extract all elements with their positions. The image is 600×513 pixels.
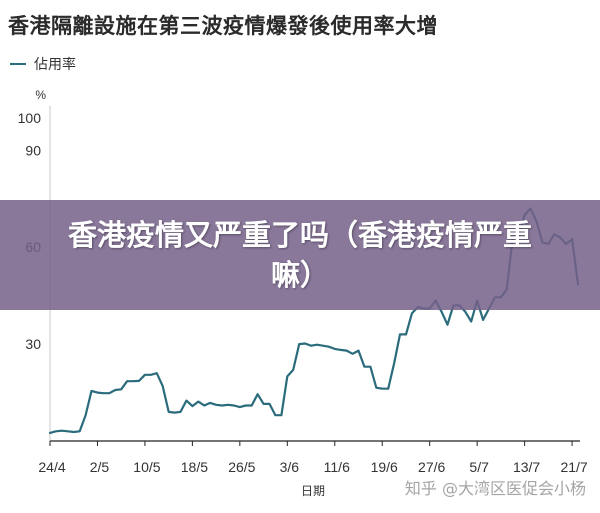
legend-swatch — [10, 63, 26, 65]
y-tick-label: 30 — [25, 336, 41, 352]
watermark: 知乎 @大湾区医促会小杨 — [404, 479, 586, 498]
chart-legend: 佔用率 — [10, 54, 76, 74]
y-tick-label: 100 — [18, 110, 42, 126]
x-tick-label: 24/4 — [38, 459, 65, 475]
x-tick-label: 10/5 — [133, 459, 160, 475]
x-tick-label: 3/6 — [280, 459, 300, 475]
title-overlay-banner: 香港疫情又严重了吗（香港疫情严重嘛） — [0, 200, 600, 310]
x-tick-label: 18/5 — [181, 459, 208, 475]
x-axis-label: 日期 — [301, 484, 325, 498]
x-tick-label: 26/5 — [228, 459, 255, 475]
overlay-text: 香港疫情又严重了吗（香港疫情严重嘛） — [67, 218, 532, 292]
y-tick-label: 90 — [25, 142, 41, 158]
x-tick-label: 13/7 — [513, 459, 540, 475]
x-tick-label: 5/7 — [469, 459, 489, 475]
x-tick-label: 11/6 — [324, 459, 350, 475]
y-axis-unit: % — [35, 88, 46, 102]
x-tick-label: 21/7 — [560, 459, 587, 475]
x-tick-label: 2/5 — [90, 459, 110, 475]
legend-label: 佔用率 — [34, 57, 76, 73]
x-tick-label: 27/6 — [418, 459, 445, 475]
chart-title: 香港隔離設施在第三波疫情爆發後使用率大增 — [8, 14, 438, 38]
x-tick-label: 19/6 — [371, 459, 398, 475]
